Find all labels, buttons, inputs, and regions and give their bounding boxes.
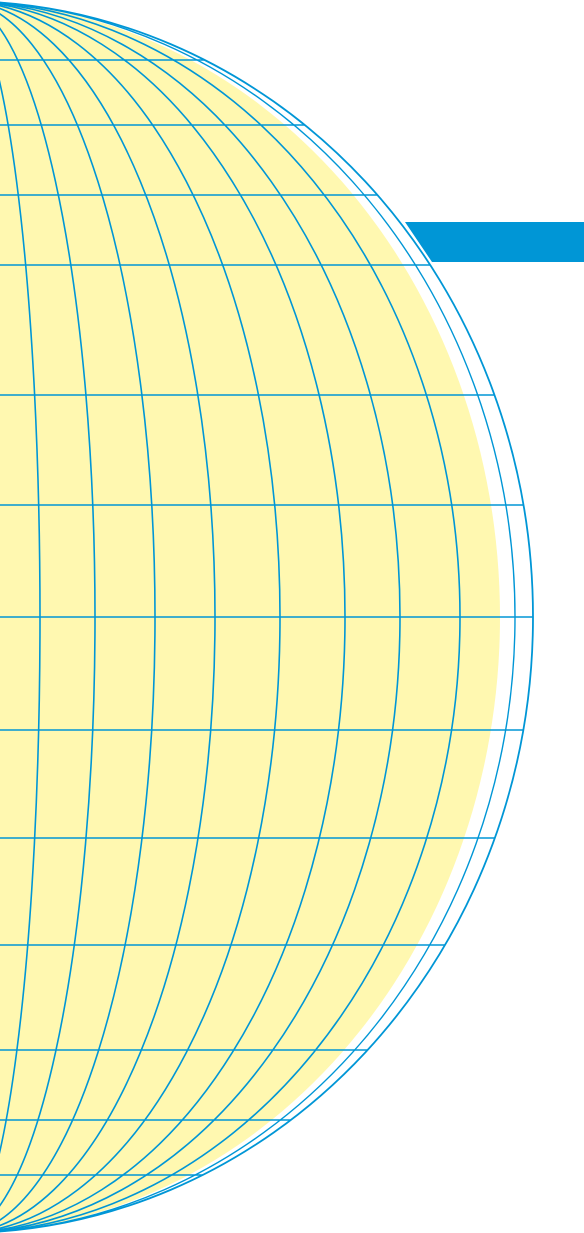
longitude-line-8 [0,2,461,1232]
longitude-line-1 [0,80,41,1154]
globe-inner-rim [0,1,516,1233]
blue-band-shape [405,222,584,262]
longitude-line-2 [0,27,96,1207]
latitude-lines [0,59,533,1176]
longitude-line-3 [0,13,156,1221]
longitude-lines [0,2,461,1232]
longitude-line-5 [0,5,281,1229]
longitude-line-7 [0,2,401,1232]
globe-outer-rim [0,1,534,1233]
longitude-line-4 [0,7,216,1227]
globe-outline [0,1,534,1233]
longitude-line-6 [0,3,346,1231]
blue-band [405,222,584,262]
